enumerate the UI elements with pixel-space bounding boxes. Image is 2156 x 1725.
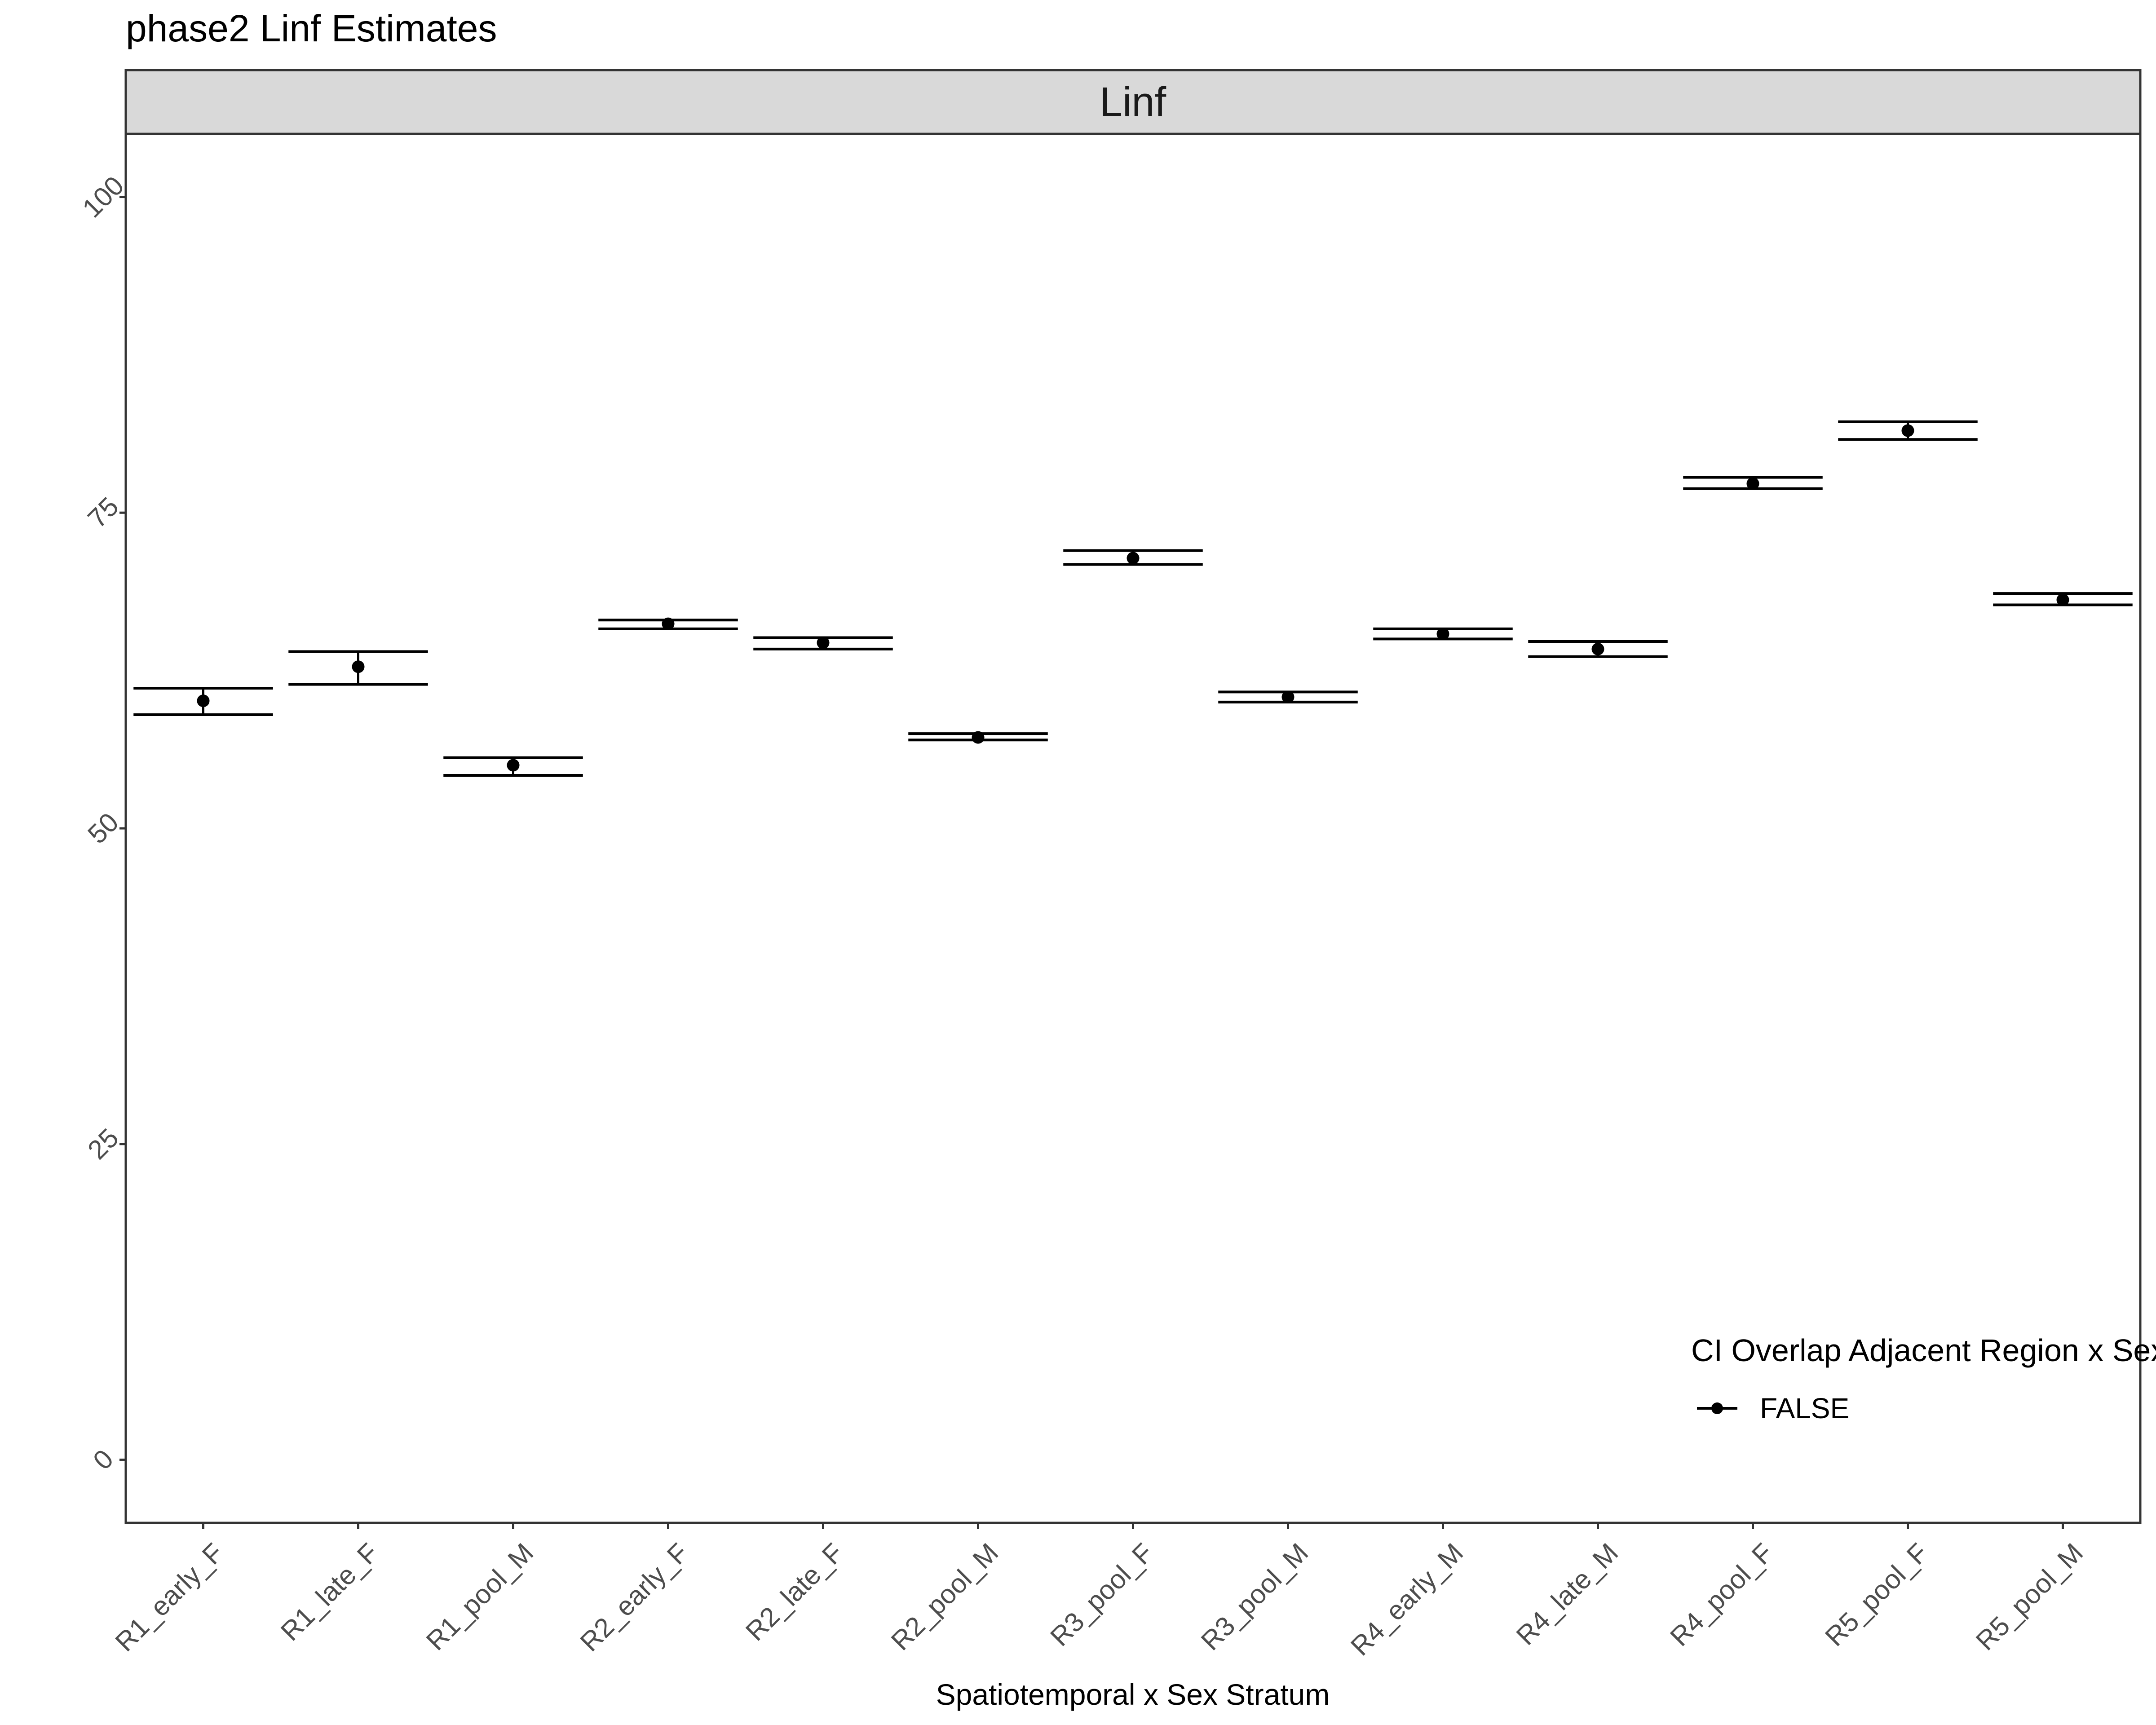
point-R4_late_M (1591, 642, 1604, 655)
legend-label-false: FALSE (1760, 1392, 1849, 1424)
x-tick-label: R1_pool_M (420, 1537, 539, 1656)
y-tick-label: 0 (87, 1444, 119, 1476)
point-R1_late_F (352, 660, 365, 673)
y-tick-label: 25 (82, 1123, 124, 1165)
legend-title: CI Overlap Adjacent Region x Sex (1691, 1333, 2156, 1368)
errorbar-R1_pool_M (443, 756, 583, 777)
point-R4_early_M (1436, 628, 1449, 641)
x-tick-label: R3_pool_M (1195, 1537, 1314, 1656)
plot-panel (124, 133, 2142, 1524)
point-R1_early_F (197, 694, 210, 708)
x-axis: R1_early_F R1_late_F R1_pool_M R2_early_F R2… (110, 1523, 2089, 1661)
x-tick-label: R4_late_M (1511, 1537, 1624, 1651)
x-axis-title: Spatiotemporal x Sex Stratum (936, 1678, 1330, 1711)
x-tick-label: R2_early_F (574, 1537, 694, 1657)
facet-strip-label: Linf (1100, 79, 1166, 125)
y-tick-label: 50 (82, 807, 124, 849)
errorbar-R4_late_M (1528, 640, 1668, 658)
point-R3_pool_M (1281, 690, 1294, 703)
y-axis: 0 25 50 75 100 (77, 170, 130, 1475)
point-R2_late_F (817, 636, 830, 649)
point-R2_pool_M (972, 731, 985, 744)
errorbar-R4_pool_F (1683, 476, 1823, 490)
x-tick-label: R5_pool_F (1819, 1537, 1934, 1652)
x-tick-label: R4_early_M (1345, 1537, 1469, 1661)
errorbar-R1_early_F (133, 686, 273, 717)
y-tick-label: 100 (77, 170, 130, 223)
data-marks (133, 420, 2133, 777)
y-tick-label: 75 (82, 491, 124, 534)
x-tick-label: R3_pool_F (1044, 1537, 1159, 1652)
x-tick-label: R1_early_F (110, 1537, 230, 1657)
facet-strip-background (124, 69, 2142, 135)
facet-strip: Linf (124, 69, 2142, 135)
errorbar-R4_early_M (1373, 627, 1513, 641)
errorbar-R5_pool_M (1993, 592, 2133, 606)
errorbar-R3_pool_M (1218, 690, 1358, 703)
x-tick-label: R2_late_F (740, 1537, 849, 1646)
errorbar-R2_early_F (598, 617, 738, 630)
point-R5_pool_M (2056, 593, 2069, 606)
errorbar-R1_late_F (288, 650, 428, 686)
point-R1_pool_M (507, 759, 520, 772)
legend-key-point (1711, 1402, 1723, 1414)
errorbar-R2_pool_M (908, 731, 1048, 744)
legend: CI Overlap Adjacent Region x Sex FALSE (1691, 1333, 2156, 1424)
errorbar-R5_pool_F (1838, 420, 1978, 441)
point-R5_pool_F (1901, 424, 1914, 437)
x-tick-label: R5_pool_M (1970, 1537, 2089, 1656)
x-tick-label: R2_pool_M (885, 1537, 1004, 1656)
errorbar-R2_late_F (753, 636, 893, 650)
point-R2_early_F (662, 617, 675, 630)
x-tick-label: R4_pool_F (1664, 1537, 1779, 1652)
chart-title: phase2 Linf Estimates (126, 7, 497, 49)
x-tick-label: R1_late_F (275, 1537, 384, 1646)
point-R3_pool_F (1127, 552, 1140, 565)
point-R4_pool_F (1746, 477, 1759, 490)
errorbar-R3_pool_F (1063, 549, 1203, 566)
